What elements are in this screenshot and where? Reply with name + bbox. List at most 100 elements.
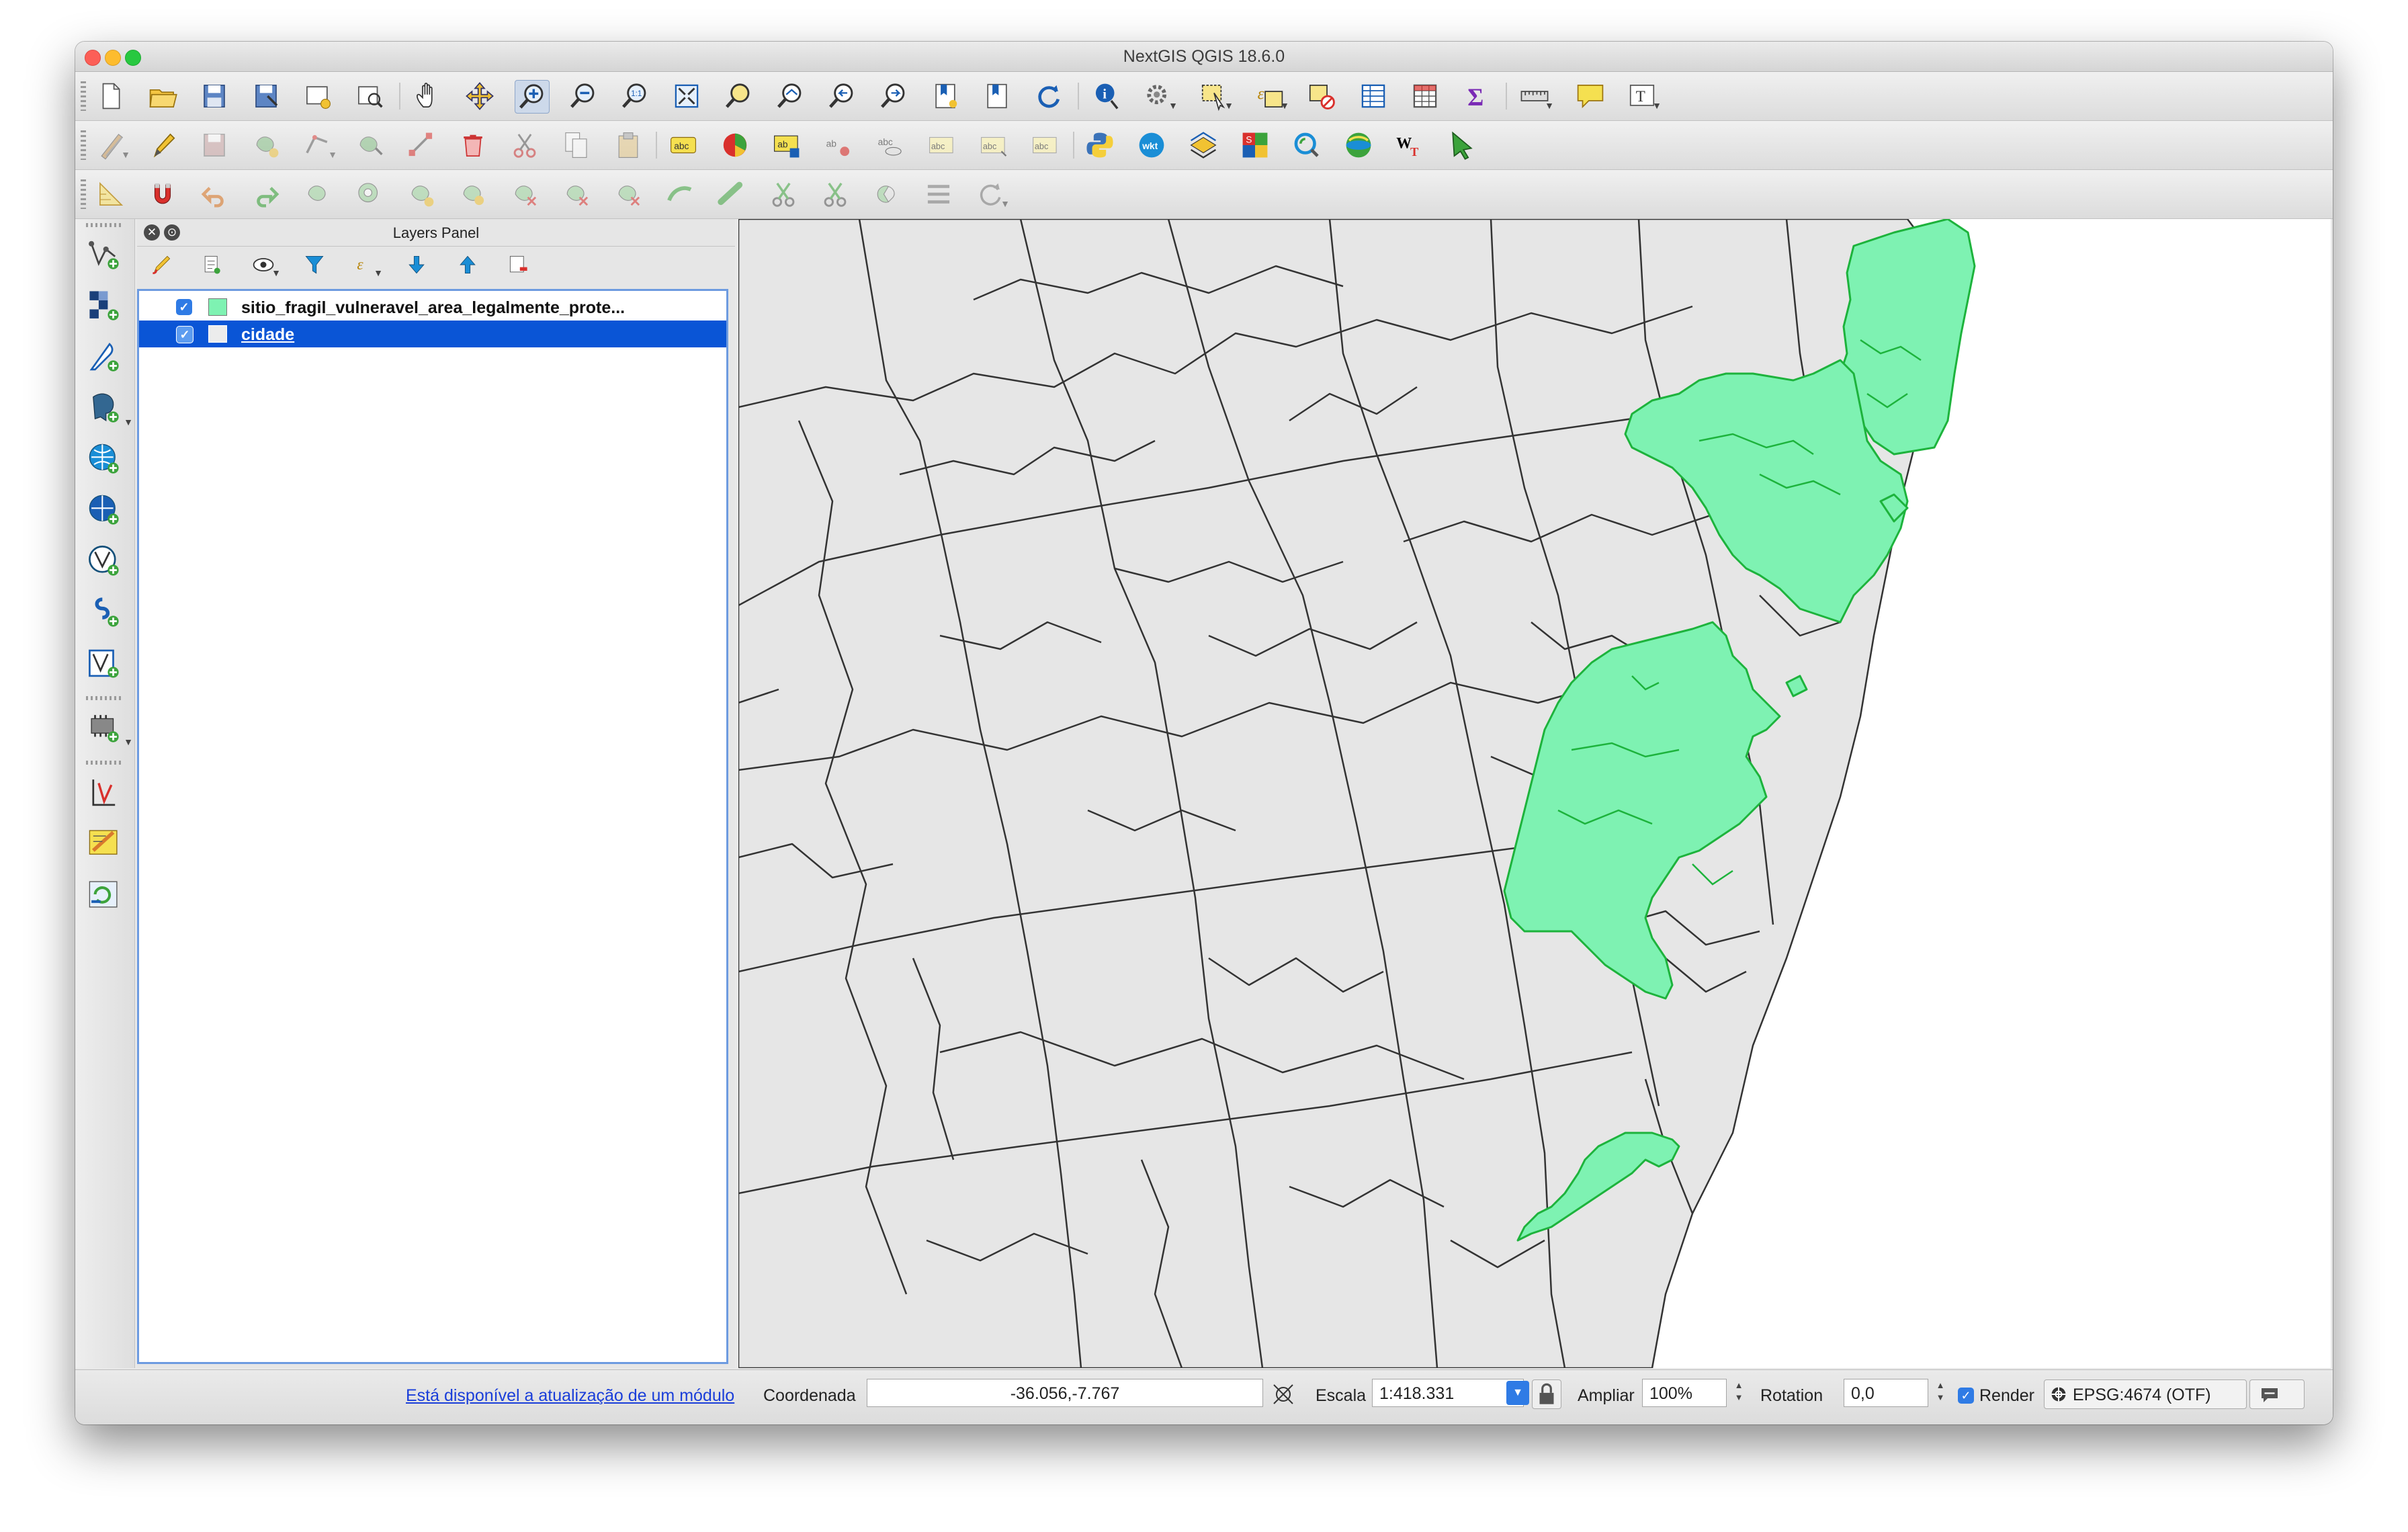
zoom-next-icon[interactable] (877, 80, 910, 112)
add-virtual-layer-icon[interactable] (83, 642, 125, 684)
open-attribute-table-icon[interactable] (1357, 80, 1390, 112)
identify-plus-icon[interactable]: S (1238, 129, 1272, 161)
manage-map-themes-icon[interactable]: ▼ (249, 250, 281, 280)
offset-curve-icon[interactable] (715, 178, 748, 210)
digitize-icon[interactable]: ▼ (301, 129, 337, 161)
add-part-icon[interactable] (404, 178, 438, 210)
layer-visibility-checkbox[interactable]: ✓ (176, 299, 192, 315)
cut-features-icon[interactable] (508, 129, 542, 161)
select-features-icon[interactable]: ▼ (1197, 80, 1234, 112)
zoom-out-icon[interactable] (566, 80, 600, 112)
merge-attributes-icon[interactable] (870, 178, 904, 210)
zoom-last-icon[interactable] (825, 80, 859, 112)
refresh-icon[interactable] (1032, 80, 1066, 112)
render-checkbox[interactable]: ✓ (1958, 1388, 1974, 1404)
diagram-tool-icon[interactable] (718, 129, 752, 161)
close-window-button[interactable] (85, 50, 101, 66)
delete-part-icon[interactable] (560, 178, 593, 210)
move-label-icon[interactable]: abc (873, 129, 907, 161)
toolbar-grip[interactable] (81, 179, 86, 209)
float-panel-icon[interactable]: ⊙ (164, 224, 180, 241)
zoom-full-icon[interactable] (670, 80, 703, 112)
add-vector-layer-icon[interactable] (83, 234, 125, 275)
crs-button[interactable]: EPSG:4674 (OTF) (2044, 1379, 2247, 1409)
rotate-point-icon[interactable]: ▼ (974, 178, 1010, 210)
layer-symbol-swatch[interactable] (208, 325, 227, 343)
snapping-icon[interactable] (146, 178, 179, 210)
magnify-spinner[interactable]: ▲ ▼ (1734, 1380, 1744, 1402)
new-print-layout-icon[interactable] (301, 80, 335, 112)
zoom-in-icon[interactable] (515, 80, 550, 114)
lock-scale-icon[interactable] (1532, 1379, 1561, 1409)
rotation-field[interactable]: 0,0 (1844, 1379, 1928, 1407)
delete-part-alt-icon[interactable] (611, 178, 645, 210)
map-svg[interactable] (738, 219, 2331, 1368)
minimize-window-button[interactable] (105, 50, 121, 66)
new-project-icon[interactable] (94, 80, 128, 112)
undo-icon[interactable] (198, 178, 231, 210)
show-hide-labels-icon[interactable]: ab (822, 129, 855, 161)
add-ring-icon[interactable] (353, 178, 386, 210)
topology-checker-icon[interactable] (83, 771, 125, 813)
open-layer-styling-icon[interactable] (146, 250, 176, 280)
show-bookmarks-icon[interactable] (980, 80, 1014, 112)
new-bookmark-icon[interactable] (929, 80, 962, 112)
zoom-native-icon[interactable]: 1:1 (618, 80, 652, 112)
magnify-field[interactable]: 100% (1642, 1379, 1727, 1407)
reshape-icon[interactable] (663, 178, 697, 210)
open-project-icon[interactable] (146, 80, 179, 112)
map-canvas[interactable] (738, 219, 2331, 1368)
digitize-shape-icon[interactable] (94, 178, 128, 210)
collapse-all-icon[interactable] (453, 250, 482, 280)
zoom-window-button[interactable] (125, 50, 141, 66)
close-panel-icon[interactable]: ✕ (144, 224, 160, 241)
pin-labels-icon[interactable]: ab (770, 129, 804, 161)
label-tool-icon[interactable]: abc (666, 129, 700, 161)
split-parts-icon[interactable] (818, 178, 852, 210)
delete-ring-icon[interactable] (508, 178, 542, 210)
pan-map-icon[interactable] (411, 80, 445, 112)
add-group-icon[interactable] (198, 250, 227, 280)
geocoder-icon[interactable] (1290, 129, 1324, 161)
layout-manager-icon[interactable] (353, 80, 386, 112)
add-postgis-layer-icon[interactable]: ▼ (83, 387, 133, 429)
zoom-to-selection-icon[interactable] (722, 80, 755, 112)
layer-row-cidade[interactable]: ✓ cidade (139, 321, 726, 347)
plugin-update-link[interactable]: Está disponível a atualização de um módu… (406, 1386, 735, 1405)
remove-layer-icon[interactable] (504, 250, 533, 280)
fill-ring-icon[interactable] (456, 178, 490, 210)
redo-icon[interactable] (249, 178, 283, 210)
pan-to-selection-icon[interactable] (463, 80, 497, 112)
pointer-tool-icon[interactable] (1445, 129, 1479, 161)
georeferencer-icon[interactable] (83, 822, 125, 864)
layer-styling-icon[interactable] (1187, 129, 1220, 161)
paste-features-icon[interactable] (611, 129, 645, 161)
merge-features-icon[interactable] (922, 178, 955, 210)
current-edits-icon[interactable]: ▼ (94, 129, 130, 161)
qgis-cloud-icon[interactable] (1342, 129, 1375, 161)
zoom-to-layer-icon[interactable] (773, 80, 807, 112)
filter-legend-icon[interactable] (300, 250, 329, 280)
layer-visibility-checkbox[interactable]: ✓ (176, 326, 194, 343)
add-wms-layer-icon[interactable] (83, 438, 125, 480)
change-label-properties-icon[interactable]: abc (1029, 129, 1062, 161)
rotate-label-icon[interactable]: abc (925, 129, 959, 161)
add-wcs-layer-icon[interactable] (83, 489, 125, 531)
identify-icon[interactable]: i (1090, 80, 1123, 112)
toggle-editing-icon[interactable] (146, 129, 179, 161)
select-by-expression-icon[interactable]: ε ▼ (1257, 84, 1289, 111)
add-delimited-text-layer-icon[interactable] (83, 336, 125, 378)
simplify-icon[interactable] (301, 178, 335, 210)
layer-symbol-swatch[interactable] (208, 298, 227, 316)
save-edits-icon[interactable] (198, 129, 231, 161)
change-label-icon[interactable]: abc (977, 129, 1010, 161)
add-raster-layer-icon[interactable] (83, 285, 125, 327)
deselect-all-icon[interactable] (1305, 80, 1338, 112)
add-feature-icon[interactable] (249, 129, 283, 161)
delete-selected-icon[interactable] (456, 129, 490, 161)
expand-all-icon[interactable] (402, 250, 431, 280)
messages-button[interactable] (2249, 1379, 2305, 1409)
save-as-icon[interactable] (249, 80, 283, 112)
field-calculator-icon[interactable] (1408, 80, 1442, 112)
